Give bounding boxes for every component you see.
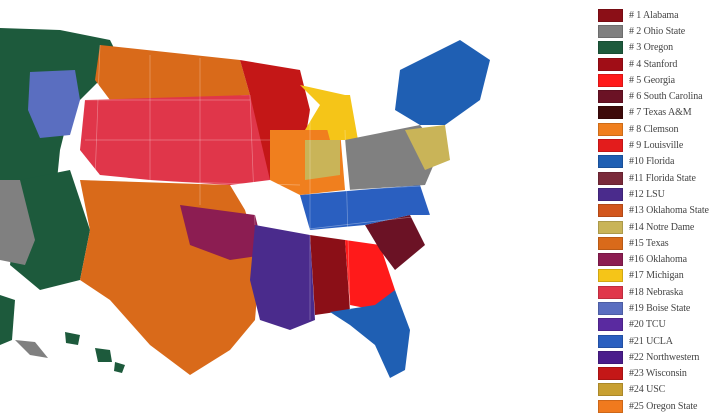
legend-swatch: [598, 285, 623, 299]
legend-item: # 8 Clemson: [598, 121, 718, 137]
legend-label: #15 Texas: [629, 237, 669, 249]
region-notre-dame: [305, 140, 340, 180]
legend-item: # 6 South Carolina: [598, 88, 718, 104]
region-south-carolina: [365, 215, 425, 270]
legend-label: #10 Florida: [629, 156, 675, 168]
legend-swatch: [598, 350, 623, 364]
legend-swatch: [598, 236, 623, 250]
legend-item: #18 Nebraska: [598, 284, 718, 300]
legend-swatch: [598, 220, 623, 234]
legend-label: #14 Notre Dame: [629, 221, 695, 233]
legend-swatch: [598, 57, 623, 71]
legend-item: #11 Florida State: [598, 170, 718, 186]
region-lsu: [250, 225, 315, 330]
legend-label: #17 Michigan: [629, 270, 684, 282]
legend-label: #12 LSU: [629, 188, 665, 200]
legend-swatch: [598, 367, 623, 381]
legend-swatch: [598, 155, 623, 169]
region-michigan: [300, 85, 358, 140]
legend-label: # 1 Alabama: [629, 9, 679, 21]
legend-label: # 3 Oregon: [629, 42, 673, 54]
legend-item: #12 LSU: [598, 186, 718, 202]
legend-swatch: [598, 383, 623, 397]
region-alaska-sw: [15, 340, 48, 358]
legend-label: #21 UCLA: [629, 335, 673, 347]
legend-swatch: [598, 171, 623, 185]
legend-item: # 2 Ohio State: [598, 23, 718, 39]
region-alaska-green: [0, 295, 15, 345]
legend-label: # 8 Clemson: [629, 123, 679, 135]
legend-swatch: [598, 269, 623, 283]
legend-item: #25 Oregon State: [598, 398, 718, 414]
region-georgia: [345, 240, 395, 310]
region-alabama: [310, 235, 350, 315]
legend-label: #13 Oklahoma State: [629, 205, 709, 217]
legend-item: #15 Texas: [598, 235, 718, 251]
legend-swatch: [598, 399, 623, 413]
legend-swatch: [598, 334, 623, 348]
legend-item: #16 Oklahoma: [598, 251, 718, 267]
region-southwest-green: [10, 170, 90, 290]
legend-swatch: [598, 139, 623, 153]
region-northeast: [395, 40, 490, 125]
legend-swatch: [598, 204, 623, 218]
legend-item: # 7 Texas A&M: [598, 105, 718, 121]
legend-swatch: [598, 122, 623, 136]
legend-label: #16 Oklahoma: [629, 254, 687, 266]
legend-swatch: [598, 24, 623, 38]
region-texas-orange: [80, 180, 260, 375]
region-nebraska: [80, 95, 270, 185]
us-fandom-map: [0, 28, 490, 378]
legend-label: # 4 Stanford: [629, 58, 678, 70]
legend-swatch: [598, 8, 623, 22]
legend-item: # 4 Stanford: [598, 56, 718, 72]
region-southeast-blue: [300, 185, 430, 230]
legend-label: # 5 Georgia: [629, 74, 675, 86]
legend-item: #24 USC: [598, 382, 718, 398]
legend-label: #20 TCU: [629, 319, 666, 331]
legend: # 1 Alabama # 2 Ohio State # 3 Oregon # 4 S…: [598, 7, 718, 414]
legend-label: # 2 Ohio State: [629, 25, 686, 37]
state-borders: [80, 44, 441, 320]
legend-swatch: [598, 253, 623, 267]
legend-label: #18 Nebraska: [629, 286, 684, 298]
legend-swatch: [598, 106, 623, 120]
legend-label: #19 Boise State: [629, 302, 691, 314]
legend-item: #21 UCLA: [598, 333, 718, 349]
region-hawaii: [65, 332, 125, 373]
legend-item: # 5 Georgia: [598, 72, 718, 88]
legend-swatch: [598, 301, 623, 315]
legend-swatch: [598, 41, 623, 55]
legend-item: #22 Northwestern: [598, 349, 718, 365]
legend-swatch: [598, 73, 623, 87]
legend-label: #25 Oregon State: [629, 400, 698, 412]
region-northeast-tan: [405, 125, 450, 170]
legend-item: # 9 Louisville: [598, 137, 718, 153]
legend-swatch: [598, 187, 623, 201]
legend-label: # 6 South Carolina: [629, 91, 703, 103]
legend-item: #10 Florida: [598, 154, 718, 170]
legend-swatch: [598, 318, 623, 332]
legend-label: #23 Wisconsin: [629, 368, 687, 380]
legend-label: #22 Northwestern: [629, 351, 700, 363]
legend-item: #19 Boise State: [598, 300, 718, 316]
legend-item: #13 Oklahoma State: [598, 203, 718, 219]
region-oklahoma: [180, 205, 265, 260]
region-mountain-orange: [95, 45, 250, 100]
region-southwest-gray: [0, 180, 35, 265]
legend-label: # 7 Texas A&M: [629, 107, 692, 119]
legend-item: # 1 Alabama: [598, 7, 718, 23]
legend-item: # 3 Oregon: [598, 40, 718, 56]
legend-label: #24 USC: [629, 384, 666, 396]
legend-label: # 9 Louisville: [629, 140, 684, 152]
legend-item: #23 Wisconsin: [598, 366, 718, 382]
legend-item: #14 Notre Dame: [598, 219, 718, 235]
legend-item: #17 Michigan: [598, 268, 718, 284]
legend-label: #11 Florida State: [629, 172, 696, 184]
region-boise: [28, 70, 80, 138]
legend-swatch: [598, 90, 623, 104]
region-florida: [330, 290, 410, 378]
legend-item: #20 TCU: [598, 317, 718, 333]
